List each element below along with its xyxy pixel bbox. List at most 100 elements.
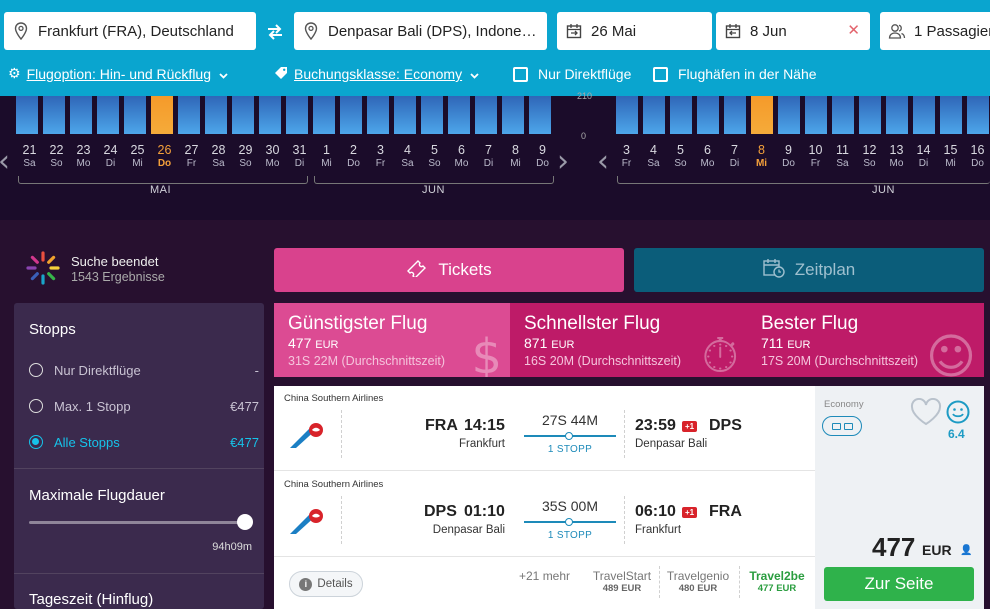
calendar-day[interactable]: 5 So [667,143,694,171]
calendar-day[interactable]: 27 Fr [178,143,205,171]
price-bar[interactable] [178,96,200,134]
price-bar[interactable] [205,96,227,134]
origin-field[interactable]: Frankfurt (FRA), Deutschland [4,12,256,50]
radio-button[interactable] [29,363,43,377]
price-bar[interactable] [259,96,281,134]
direct-only-checkbox[interactable]: Nur Direktflüge [513,64,631,84]
calendar-day[interactable]: 12 So [856,143,883,171]
chevron-left-icon[interactable]: ‹ [597,144,609,179]
calendar-day[interactable]: 9 Do [529,143,556,171]
calendar-day[interactable]: 16 Do [964,143,990,171]
calendar-day[interactable]: 14 Di [910,143,937,171]
price-bar[interactable] [616,96,638,134]
price-bar[interactable] [475,96,497,134]
price-bar[interactable] [502,96,524,134]
calendar-day[interactable]: 24 Di [97,143,124,171]
checkbox[interactable] [513,66,528,82]
price-bar[interactable] [643,96,665,134]
return-date-field[interactable]: 8 Jun ✕ [716,12,870,50]
tab-schedule[interactable]: Zeitplan [634,248,984,292]
calendar-day[interactable]: 8 Mi [502,143,529,171]
calendar-day[interactable]: 9 Do [775,143,802,171]
calendar-day[interactable]: 15 Mi [937,143,964,171]
chevron-right-icon[interactable]: › [557,144,569,179]
calendar-day[interactable]: 8 Mi [748,143,775,171]
price-bar[interactable] [832,96,854,134]
price-bar[interactable] [967,96,989,134]
booking-agent[interactable]: TravelStart 489 EUR [586,569,658,594]
sort-option[interactable]: Günstigster Flug 477 EUR 31S 22M (Durchsch… [274,303,510,377]
sort-option[interactable]: Bester Flug 711 EUR 17S 20M (Durchschnitts… [747,303,984,377]
price-bar[interactable] [859,96,881,134]
price-bar[interactable] [913,96,935,134]
price-bar[interactable] [367,96,389,134]
calendar-day[interactable]: 26 Do [151,143,178,171]
booking-agent[interactable]: Travel2be 477 EUR [742,569,812,594]
calendar-day[interactable]: 31 Di [286,143,313,171]
calendar-day[interactable]: 29 So [232,143,259,171]
calendar-day[interactable]: 4 Sa [394,143,421,171]
booking-agent[interactable]: Travelgenio 480 EUR [662,569,734,594]
passengers-field[interactable]: 1 Passagier [880,12,990,50]
calendar-day[interactable]: 11 Sa [829,143,856,171]
depart-date-field[interactable]: 26 Mai [557,12,712,50]
calendar-day[interactable]: 4 Sa [640,143,667,171]
calendar-day[interactable]: 1 Mi [313,143,340,171]
calendar-day[interactable]: 23 Mo [70,143,97,171]
calendar-day[interactable]: 3 Fr [367,143,394,171]
clear-date-icon[interactable]: ✕ [847,21,860,39]
price-bar[interactable] [778,96,800,134]
price-bar[interactable] [394,96,416,134]
tab-tickets[interactable]: Tickets [274,248,624,292]
sort-option[interactable]: Schnellster Flug 871 EUR 16S 20M (Durchsch… [510,303,747,377]
calendar-day[interactable]: 5 So [421,143,448,171]
calendar-day[interactable]: 3 Fr [613,143,640,171]
stops-option[interactable]: Max. 1 Stopp €477 [29,396,259,416]
calendar-day[interactable]: 30 Mo [259,143,286,171]
stops-option[interactable]: Alle Stopps €477 [29,432,259,452]
price-bar[interactable] [670,96,692,134]
price-bar[interactable] [697,96,719,134]
radio-button[interactable] [29,399,43,413]
nearby-airports-checkbox[interactable]: Flughäfen in der Nähe [653,64,817,84]
price-bar[interactable] [70,96,92,134]
calendar-day[interactable]: 25 Mi [124,143,151,171]
price-bar[interactable] [724,96,746,134]
details-button[interactable]: i Details [289,571,363,597]
price-bar[interactable] [751,96,773,134]
calendar-day[interactable]: 6 Mo [448,143,475,171]
price-bar[interactable] [97,96,119,134]
calendar-day[interactable]: 6 Mo [694,143,721,171]
calendar-day[interactable]: 7 Di [475,143,502,171]
more-agents-link[interactable]: +21 mehr [519,569,571,583]
checkbox[interactable] [653,66,668,82]
go-to-site-button[interactable]: Zur Seite [824,567,974,601]
calendar-day[interactable]: 21 Sa [16,143,43,171]
price-bar[interactable] [421,96,443,134]
calendar-day[interactable]: 13 Mo [883,143,910,171]
duration-slider-track[interactable] [29,521,245,524]
flight-option-dropdown[interactable]: ⚙ Flugoption: Hin- und Rückflug [8,64,228,84]
price-bar[interactable] [124,96,146,134]
calendar-day[interactable]: 28 Sa [205,143,232,171]
calendar-day[interactable]: 10 Fr [802,143,829,171]
duration-slider-handle[interactable] [237,514,253,530]
chevron-left-icon[interactable]: ‹ [0,144,10,179]
price-bar[interactable] [886,96,908,134]
calendar-day[interactable]: 7 Di [721,143,748,171]
price-bar[interactable] [529,96,551,134]
stops-option[interactable]: Nur Direktflüge - [29,360,259,380]
calendar-day[interactable]: 2 Do [340,143,367,171]
calendar-day[interactable]: 22 So [43,143,70,171]
price-bar[interactable] [940,96,962,134]
swap-icon[interactable] [262,20,288,44]
price-bar[interactable] [313,96,335,134]
heart-icon[interactable] [910,397,942,431]
price-bar[interactable] [151,96,173,134]
booking-class-dropdown[interactable]: Buchungsklasse: Economy [274,64,479,84]
price-bar[interactable] [805,96,827,134]
destination-field[interactable]: Denpasar Bali (DPS), Indones ... [294,12,547,50]
price-bar[interactable] [43,96,65,134]
price-bar[interactable] [286,96,308,134]
radio-button[interactable] [29,435,43,449]
